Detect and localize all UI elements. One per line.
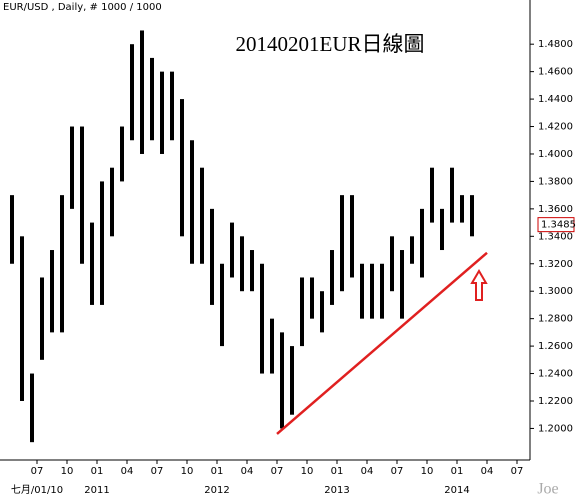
y-tick-label: 1.4600 <box>538 67 573 78</box>
price-bar <box>90 222 94 305</box>
price-bar <box>100 181 104 305</box>
trendline <box>276 251 488 435</box>
price-bar <box>330 250 334 305</box>
x-tick-label: 07 <box>271 466 284 477</box>
price-bar <box>270 318 274 374</box>
arrow-up <box>470 269 488 301</box>
price-bar <box>450 167 454 223</box>
price-bar <box>10 195 14 264</box>
price-bar <box>130 44 134 141</box>
price-bar <box>70 126 74 209</box>
x-major-label: 七月/01/10 <box>11 484 63 496</box>
price-bar <box>390 236 394 292</box>
price-bar <box>120 126 124 182</box>
price-bar <box>80 126 84 264</box>
price-bar <box>460 195 464 223</box>
y-tick-label: 1.2400 <box>538 369 573 380</box>
x-major-label: 2014 <box>444 485 469 496</box>
price-bar <box>170 71 174 141</box>
x-tick-label: 10 <box>421 466 434 477</box>
y-tick-label: 1.3400 <box>538 231 573 242</box>
price-bar <box>140 30 144 154</box>
y-tick-label: 1.4800 <box>538 39 573 50</box>
y-tick-label: 1.2000 <box>538 423 573 434</box>
price-bar <box>230 222 234 278</box>
x-major-label: 2011 <box>84 485 109 496</box>
price-bar <box>20 236 24 401</box>
price-bar <box>190 140 194 264</box>
x-tick-label: 10 <box>181 466 194 477</box>
price-bar <box>250 250 254 292</box>
last-price-box <box>537 217 575 233</box>
x-tick-label: 04 <box>481 466 494 477</box>
price-bar <box>360 263 364 319</box>
x-tick-label: 04 <box>241 466 254 477</box>
x-tick-label: 10 <box>301 466 314 477</box>
price-bar <box>430 167 434 223</box>
price-bar <box>150 57 154 141</box>
y-tick-label: 1.3200 <box>538 259 573 270</box>
price-bar <box>220 263 224 347</box>
price-bar <box>340 195 344 292</box>
price-bar <box>300 277 304 347</box>
y-tick-label: 1.2200 <box>538 396 573 407</box>
price-bar <box>410 236 414 264</box>
x-tick-label: 07 <box>31 466 44 477</box>
price-bar <box>420 208 424 278</box>
chart-header: EUR/USD , Daily, # 1000 / 1000 <box>3 2 162 13</box>
price-bar <box>400 250 404 319</box>
x-tick-label: 07 <box>391 466 404 477</box>
last-price-label: 1.3485 <box>541 220 576 231</box>
price-bar <box>200 167 204 264</box>
y-tick-label: 1.4000 <box>538 149 573 160</box>
x-major-label: 2012 <box>204 485 229 496</box>
y-tick-label: 1.3800 <box>538 176 573 187</box>
price-bar <box>470 195 474 237</box>
price-bar <box>280 332 284 429</box>
x-tick-label: 07 <box>511 466 524 477</box>
price-bar <box>50 250 54 333</box>
price-bar <box>60 195 64 333</box>
price-bar <box>40 277 44 360</box>
price-bar <box>30 373 34 443</box>
watermark: Joe <box>537 481 558 498</box>
x-tick-label: 01 <box>91 466 104 477</box>
price-bar <box>180 99 184 237</box>
x-major-label: 2013 <box>324 485 349 496</box>
price-bar <box>240 236 244 292</box>
y-tick-label: 1.4400 <box>538 94 573 105</box>
price-bar <box>110 167 114 237</box>
price-bar <box>290 346 294 415</box>
chart-title: 20140201EUR日線圖 <box>236 32 425 56</box>
y-tick-label: 1.2600 <box>538 341 573 352</box>
price-bar <box>210 208 214 305</box>
y-tick-label: 1.4200 <box>538 122 573 133</box>
x-tick-label: 01 <box>211 466 224 477</box>
x-tick-label: 04 <box>121 466 134 477</box>
x-tick-label: 01 <box>331 466 344 477</box>
price-bar <box>350 195 354 278</box>
price-bar <box>260 263 264 374</box>
price-bar <box>380 263 384 319</box>
x-tick-label: 10 <box>61 466 74 477</box>
x-tick-label: 04 <box>361 466 374 477</box>
price-bar <box>370 263 374 319</box>
y-tick-label: 1.3600 <box>538 204 573 215</box>
y-tick-label: 1.2800 <box>538 314 573 325</box>
y-tick-label: 1.3000 <box>538 286 573 297</box>
price-bar <box>310 277 314 319</box>
price-bar <box>160 71 164 154</box>
price-bar <box>440 208 444 251</box>
price-bar <box>320 291 324 333</box>
x-tick-label: 07 <box>151 466 164 477</box>
x-tick-label: 01 <box>451 466 464 477</box>
